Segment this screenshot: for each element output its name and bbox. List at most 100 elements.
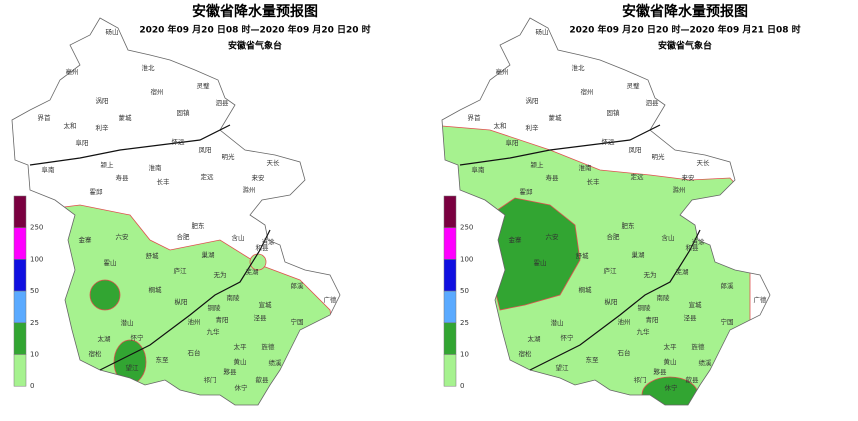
map-left: 安徽省降水量预报图 2020 年09 月20 日08 时—2020 年09 月20… xyxy=(11,3,371,406)
city-label: 南陵 xyxy=(657,293,671,302)
city-label: 定远 xyxy=(201,172,215,181)
city-label: 固镇 xyxy=(607,108,621,117)
city-label: 休宁 xyxy=(665,383,679,392)
legend-label: 100 xyxy=(30,255,43,263)
city-label: 阜南 xyxy=(472,165,486,174)
city-label: 无为 xyxy=(644,270,657,279)
city-label: 太平 xyxy=(664,342,678,351)
city-label: 霍邱 xyxy=(90,188,104,196)
city-label: 亳州 xyxy=(66,67,79,76)
city-label: 怀远 xyxy=(172,137,186,146)
legend-label: 250 xyxy=(30,224,43,232)
city-label: 黄山 xyxy=(234,357,247,366)
city-label: 广德 xyxy=(754,295,768,304)
city-label: 怀远 xyxy=(602,137,616,146)
city-label: 宁国 xyxy=(721,317,734,326)
city-label: 黟县 xyxy=(224,367,238,376)
city-label: 泗县 xyxy=(216,99,230,107)
city-label: 蒙城 xyxy=(119,113,133,122)
city-label: 石台 xyxy=(618,348,631,357)
city-label: 泾县 xyxy=(684,314,698,322)
city-label: 灵璧 xyxy=(197,81,211,90)
city-label: 无为 xyxy=(214,270,227,279)
city-label: 宿州 xyxy=(151,87,164,96)
city-label: 旌德 xyxy=(692,342,706,351)
city-label: 芜湖 xyxy=(246,267,260,276)
map-agency: 安徽省气象台 xyxy=(228,40,282,52)
city-label: 庐江 xyxy=(604,266,618,275)
legend-label: 50 xyxy=(460,287,469,295)
city-label: 和县 xyxy=(256,243,270,252)
city-label: 金寨 xyxy=(509,235,523,244)
city-label: 怀宁 xyxy=(561,333,575,342)
city-label: 长丰 xyxy=(157,177,171,186)
city-label: 舒城 xyxy=(146,251,160,260)
legend-swatch xyxy=(443,227,457,260)
city-label: 灵璧 xyxy=(627,81,641,90)
city-label: 天长 xyxy=(267,158,281,167)
city-label: 寿县 xyxy=(546,173,560,182)
legend-swatch xyxy=(13,322,27,355)
city-label: 休宁 xyxy=(235,383,249,392)
city-label: 霍山 xyxy=(104,258,117,267)
city-label: 太湖 xyxy=(528,334,542,343)
city-label: 明光 xyxy=(652,152,666,161)
city-label: 霍邱 xyxy=(520,188,534,196)
map-title: 安徽省降水量预报图 xyxy=(622,3,748,20)
legend-swatch xyxy=(13,227,27,260)
city-label: 凤阳 xyxy=(629,145,642,154)
city-label: 凤阳 xyxy=(199,145,212,154)
legend-swatch xyxy=(13,354,27,387)
city-label: 黟县 xyxy=(654,367,668,376)
city-label: 含山 xyxy=(232,233,245,242)
city-label: 界首 xyxy=(38,113,52,122)
city-label: 淮南 xyxy=(149,163,163,172)
legend-swatch xyxy=(443,290,457,324)
legend-label: 25 xyxy=(30,319,39,327)
city-label: 歙县 xyxy=(256,375,270,384)
legend-swatch xyxy=(443,259,457,292)
city-label: 涡阳 xyxy=(96,96,109,105)
city-label: 祁门 xyxy=(204,375,217,384)
city-label: 宁国 xyxy=(291,317,304,326)
city-label: 淮北 xyxy=(142,63,156,72)
city-label: 池州 xyxy=(188,317,201,326)
city-label: 蒙城 xyxy=(549,113,563,122)
city-label: 阜阳 xyxy=(76,138,89,147)
city-label: 淮南 xyxy=(579,163,593,172)
city-label: 颍上 xyxy=(531,160,545,169)
city-label: 界首 xyxy=(468,113,482,122)
city-label: 黄山 xyxy=(664,357,677,366)
map-subtitle: 2020 年09 月20 日08 时—2020 年09 月20 日20 时 xyxy=(139,24,370,36)
city-label: 寿县 xyxy=(116,173,130,182)
legend-swatch xyxy=(443,354,457,387)
city-label: 来安 xyxy=(252,173,266,182)
city-label: 巢湖 xyxy=(202,250,216,259)
city-label: 固镇 xyxy=(177,108,191,117)
map-agency: 安徽省气象台 xyxy=(658,40,712,52)
city-label: 铜陵 xyxy=(638,303,652,312)
city-label: 青阳 xyxy=(646,315,659,324)
map-right: 安徽省降水量预报图 2020 年09 月20 日20 时—2020 年09 月21… xyxy=(441,3,801,406)
city-label: 来安 xyxy=(682,173,696,182)
city-label: 宣城 xyxy=(259,300,273,309)
city-label: 南陵 xyxy=(227,293,241,302)
legend-label: 0 xyxy=(460,382,464,390)
city-label: 太平 xyxy=(234,342,248,351)
city-label: 涡阳 xyxy=(526,96,539,105)
city-label: 巢湖 xyxy=(632,250,646,259)
legend-swatch xyxy=(13,195,27,228)
legend-swatch xyxy=(13,259,27,292)
city-label: 淮北 xyxy=(572,63,586,72)
city-label: 利辛 xyxy=(96,123,110,132)
legend-label: 25 xyxy=(460,319,469,327)
city-label: 六安 xyxy=(116,232,130,241)
city-label: 宿州 xyxy=(581,87,594,96)
city-label: 东至 xyxy=(586,355,600,364)
city-label: 肥东 xyxy=(192,221,206,230)
city-label: 太和 xyxy=(64,121,77,130)
legend-label: 10 xyxy=(460,351,469,359)
city-label: 望江 xyxy=(126,363,140,372)
city-label: 滁州 xyxy=(243,185,256,194)
city-label: 青阳 xyxy=(216,315,229,324)
